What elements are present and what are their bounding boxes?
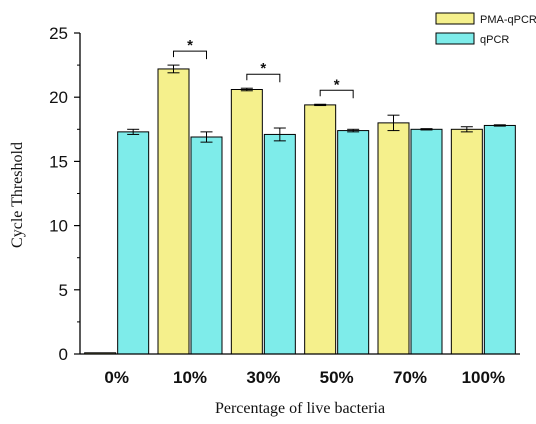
bar-qpcr (337, 130, 370, 355)
significance-bracket (173, 50, 207, 60)
y-tick-label: 20 (49, 88, 68, 107)
bar-pma-qpcr (377, 122, 410, 355)
y-tick-label: 10 (49, 217, 68, 236)
legend: PMA-qPCR qPCR (435, 12, 536, 46)
bar-pma-qpcr (157, 68, 190, 355)
y-tick-label: 25 (49, 24, 68, 43)
x-axis-title: Percentage of live bacteria (215, 400, 385, 417)
bars-layer (84, 64, 516, 355)
bar-qpcr (410, 128, 443, 355)
significance-layer: * * * (173, 37, 354, 99)
bar-qpcr (117, 131, 150, 355)
legend-swatch (435, 12, 475, 25)
y-tick-label: 5 (59, 281, 68, 300)
bar-qpcr (190, 136, 223, 355)
significance-star: * (260, 60, 266, 77)
bar-pma-qpcr (304, 104, 337, 355)
bar-pma-qpcr (230, 88, 263, 355)
bar-pma-qpcr (450, 128, 483, 355)
y-tick-label: 15 (49, 152, 68, 171)
x-category-label: 30% (246, 368, 280, 387)
x-category-label: 0% (104, 368, 129, 387)
bar-qpcr (263, 133, 296, 355)
x-category-label: 100% (462, 368, 505, 387)
significance-bracket (246, 73, 281, 83)
significance-bracket (319, 89, 354, 99)
x-category-label: 10% (173, 368, 207, 387)
significance-star: * (187, 37, 193, 54)
y-axis-ticks: 0 5 10 15 20 25 (49, 24, 80, 364)
x-category-label: 50% (320, 368, 354, 387)
legend-label: qPCR (480, 34, 509, 46)
significance-star: * (334, 76, 340, 93)
bar-qpcr (483, 124, 516, 355)
y-axis-title: Cycle Threshold (9, 142, 26, 248)
x-axis-categories: 0% 10% 30% 50% 70% 100% (104, 368, 505, 387)
y-tick-label: 0 (59, 345, 68, 364)
legend-swatch (435, 32, 475, 45)
legend-label: PMA-qPCR (480, 14, 536, 26)
x-category-label: 70% (393, 368, 427, 387)
